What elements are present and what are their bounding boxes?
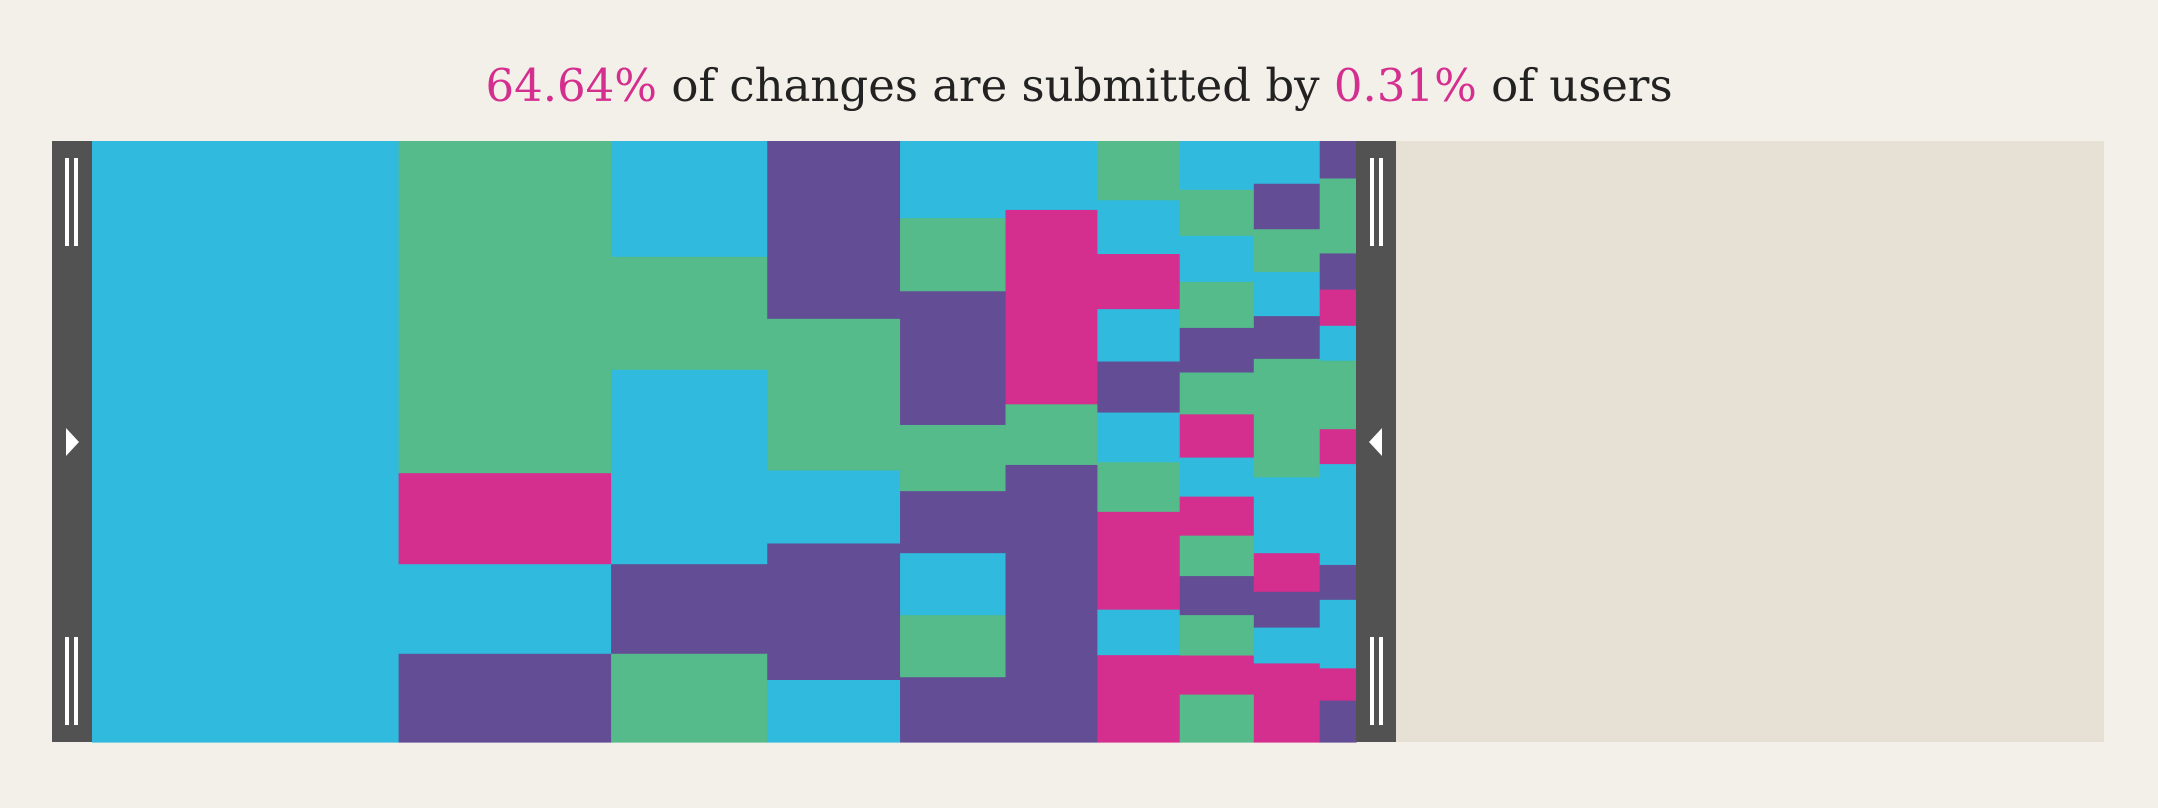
treemap-cell [1319,700,1357,743]
treemap-cell [1097,254,1181,310]
treemap-cell [1319,360,1357,430]
treemap-cells [92,141,1357,743]
treemap-cell [1253,477,1321,554]
right-grip-top-line-2 [1379,158,1383,246]
treemap-cell [1179,414,1255,459]
treemap-cell [1253,316,1321,360]
treemap-cell [1179,655,1255,696]
treemap-cell [1097,361,1181,414]
chart-title: 64.64% of changes are submitted by 0.31%… [0,56,2158,116]
treemap-cell [611,653,768,743]
left-grip-bottom-line-2 [74,637,78,725]
treemap-cell [1005,209,1098,405]
treemap-cell [1253,141,1321,185]
treemap-cell [900,491,1007,554]
treemap-cell [1097,462,1181,513]
treemap-cell [1097,200,1181,255]
treemap-cell [1319,178,1357,255]
treemap-cell [1319,599,1357,669]
treemap-cell [1179,372,1255,415]
treemap-cell [1179,576,1255,616]
treemap-cell [1005,404,1098,466]
treemap-cell [1319,668,1357,702]
treemap-cell [1253,358,1321,478]
treemap-cell [1097,511,1181,611]
treemap-cell [900,218,1007,292]
right-grip-top-line-1 [1370,158,1374,246]
treemap-cell [767,470,901,545]
treemap-cell [1179,457,1255,498]
treemap-cell [900,553,1007,616]
treemap-cell [1179,694,1255,743]
treemap-cell [1005,464,1098,743]
treemap-cell [1179,281,1255,329]
treemap-cell [900,615,1007,678]
treemap-cell [611,256,768,371]
treemap-cell [1097,655,1181,743]
left-grip-top-line-1 [65,158,69,246]
treemap-cell [398,473,612,565]
treemap-cell [1179,189,1255,237]
left-grip-top-line-2 [74,158,78,246]
treemap-cell [1179,235,1255,283]
treemap-cell [398,564,612,655]
treemap-cell [1319,289,1357,327]
treemap-cell [1319,464,1357,566]
right-grip-bottom-line-1 [1370,637,1374,725]
title-middle-text: of changes are submitted by [657,59,1334,112]
treemap-cell [1253,183,1321,230]
left-range-handle[interactable] [52,141,92,742]
treemap-cell [767,318,901,472]
treemap-cell [1097,609,1181,656]
treemap-cell [900,424,1007,492]
left-grip-bottom-line-1 [65,637,69,725]
treemap-cell [1319,325,1357,362]
treemap-cell [398,141,612,474]
title-end-text: of users [1476,59,1673,112]
treemap-cell [1319,253,1357,291]
treemap-cell [1253,591,1321,629]
treemap-cell [1179,535,1255,577]
treemap-cell [1097,309,1181,363]
triangle-left-icon [1369,428,1382,456]
treemap-cell [611,141,768,258]
treemap-cell [767,141,901,320]
treemap-cell [1319,141,1357,180]
treemap-cell [1179,141,1255,191]
treemap-cell [1005,141,1098,211]
treemap-cell [398,653,612,743]
users-percent: 0.31% [1333,59,1477,112]
treemap-cell [1253,663,1321,743]
treemap-cell [767,543,901,681]
treemap-cell [1179,496,1255,537]
treemap-cell [1179,327,1255,374]
treemap-cell [1097,412,1181,463]
treemap-cell [1179,615,1255,657]
treemap-cell [767,679,901,743]
treemap-cell [1253,627,1321,665]
treemap-cell [92,141,400,743]
right-range-handle[interactable] [1356,141,1396,742]
treemap-cell [900,291,1007,426]
treemap-cell [1097,141,1181,201]
treemap-cell [1253,229,1321,273]
treemap-cell [900,677,1007,743]
changes-percent: 64.64% [485,59,658,112]
triangle-right-icon [66,428,79,456]
treemap-cell [1319,429,1357,465]
treemap-cell [1319,564,1357,601]
treemap-cell [611,369,768,565]
treemap-cell [611,564,768,655]
right-grip-bottom-line-2 [1379,637,1383,725]
treemap-cell [1253,271,1321,317]
treemap-cell [900,141,1007,219]
treemap-cell [1253,553,1321,593]
